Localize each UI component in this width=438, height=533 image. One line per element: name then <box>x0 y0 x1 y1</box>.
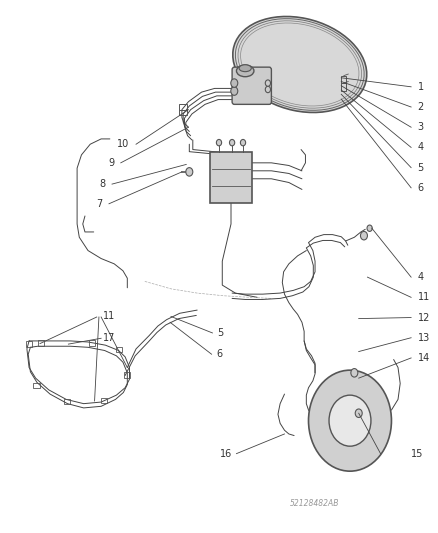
Text: 10: 10 <box>117 139 130 149</box>
Text: 11: 11 <box>103 311 116 321</box>
Text: 16: 16 <box>220 449 232 458</box>
Text: 14: 14 <box>418 353 430 363</box>
Ellipse shape <box>237 65 254 77</box>
Circle shape <box>367 225 372 231</box>
Circle shape <box>355 409 362 417</box>
Circle shape <box>360 231 367 240</box>
Bar <box>179 110 187 115</box>
Bar <box>64 399 70 404</box>
Circle shape <box>240 140 246 146</box>
Circle shape <box>351 368 358 377</box>
Text: 2: 2 <box>418 102 424 112</box>
Ellipse shape <box>308 370 392 471</box>
Text: 17: 17 <box>103 333 116 343</box>
Text: 4: 4 <box>418 142 424 152</box>
Bar <box>38 341 44 346</box>
Bar <box>341 83 346 91</box>
Circle shape <box>265 80 271 86</box>
Ellipse shape <box>329 395 371 446</box>
Circle shape <box>231 87 238 95</box>
Text: 15: 15 <box>411 449 424 458</box>
Circle shape <box>230 140 235 146</box>
Bar <box>26 342 32 347</box>
Text: 9: 9 <box>108 158 114 168</box>
Text: 8: 8 <box>99 179 106 189</box>
Text: 5: 5 <box>217 328 223 338</box>
Bar <box>116 347 122 352</box>
Circle shape <box>216 140 222 146</box>
Text: 3: 3 <box>418 122 424 132</box>
Circle shape <box>265 86 271 93</box>
Bar <box>89 341 95 346</box>
Bar <box>341 76 346 83</box>
Bar <box>101 398 107 403</box>
Text: 11: 11 <box>418 292 430 302</box>
Text: 7: 7 <box>96 199 102 209</box>
FancyBboxPatch shape <box>232 67 272 104</box>
Bar <box>210 152 252 203</box>
Text: 12: 12 <box>418 312 430 322</box>
Text: 6: 6 <box>418 183 424 193</box>
Text: 5: 5 <box>418 163 424 173</box>
Circle shape <box>231 79 238 87</box>
Bar <box>33 383 39 388</box>
Text: 1: 1 <box>418 82 424 92</box>
Text: 6: 6 <box>216 349 222 359</box>
Ellipse shape <box>233 17 367 112</box>
Ellipse shape <box>239 64 251 71</box>
Text: 4: 4 <box>418 272 424 282</box>
Text: 52128482AB: 52128482AB <box>290 499 340 508</box>
Circle shape <box>186 167 193 176</box>
Bar <box>124 372 131 377</box>
Text: 13: 13 <box>418 333 430 343</box>
Bar <box>179 104 187 110</box>
